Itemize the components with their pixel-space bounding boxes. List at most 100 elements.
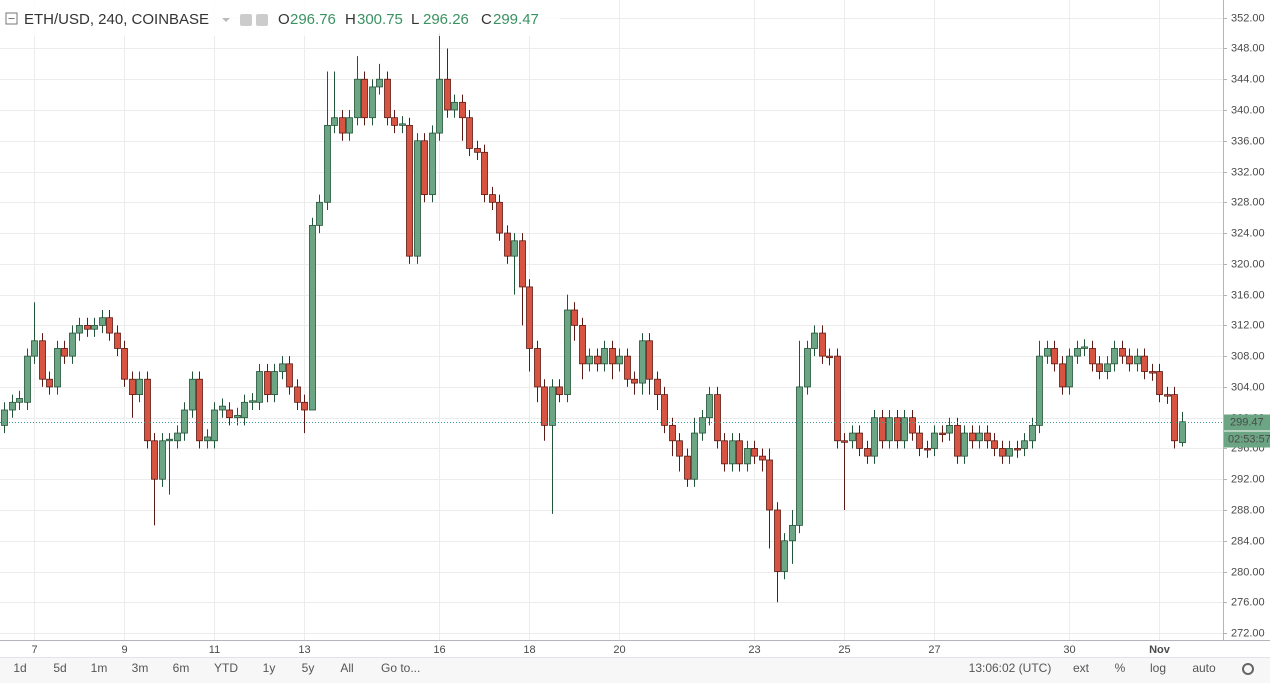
candle-body	[211, 409, 218, 442]
candle-body	[721, 440, 728, 465]
settings-icon[interactable]	[256, 14, 268, 26]
y-tick-label: 348.00	[1231, 42, 1265, 54]
y-tick-label: 304.00	[1231, 381, 1265, 393]
last-price-box	[1224, 414, 1270, 431]
candle-body	[106, 317, 113, 334]
candle-body	[601, 348, 608, 365]
x-tick-label: 23	[748, 644, 760, 656]
candle-body	[676, 440, 683, 457]
legend-label: O	[278, 11, 290, 28]
y-tick-label: 332.00	[1231, 166, 1265, 178]
candle-body	[961, 432, 968, 457]
candle-body	[204, 436, 211, 442]
candle-body	[669, 424, 676, 442]
candle-body	[886, 417, 893, 442]
range-button[interactable]: 5y	[302, 661, 315, 675]
y-tick-label: 312.00	[1231, 319, 1265, 331]
candle-body	[451, 101, 458, 111]
candle-body	[916, 432, 923, 449]
candle-body	[766, 459, 773, 511]
ohlc-legend: O 296.76 H 300.75 L 296.26 C 299.47	[278, 11, 539, 28]
candle-body	[556, 386, 563, 396]
collapse-icon[interactable]	[5, 12, 18, 25]
range-button[interactable]: 1d	[13, 661, 26, 675]
grid	[0, 0, 1223, 640]
dropdown-icon[interactable]	[222, 18, 230, 22]
range-button[interactable]: 5d	[53, 661, 66, 675]
candle-body	[9, 401, 16, 411]
gear-icon[interactable]	[1242, 663, 1254, 675]
candle-body	[264, 371, 271, 396]
candle-body	[1036, 355, 1043, 426]
countdown-label: 02:53:57	[1228, 433, 1270, 445]
candle-body	[811, 332, 818, 349]
candle-body	[856, 432, 863, 449]
candle-body	[991, 440, 998, 449]
range-button[interactable]: 1y	[263, 661, 276, 675]
x-tick-label: 20	[613, 644, 625, 656]
goto-button[interactable]: Go to...	[381, 661, 420, 675]
candle-body	[1066, 355, 1073, 388]
range-button[interactable]: YTD	[214, 661, 238, 675]
y-tick-label: 292.00	[1231, 473, 1265, 485]
candle-body	[24, 355, 31, 403]
candle-body	[834, 355, 841, 442]
candle-body	[691, 432, 698, 480]
candle-body	[1149, 371, 1156, 374]
candle-body	[744, 448, 751, 465]
candle-body	[586, 355, 593, 365]
candle-body	[286, 363, 293, 388]
range-button[interactable]: 1m	[91, 661, 108, 675]
candle-body	[54, 348, 61, 388]
candle-body	[459, 101, 466, 119]
legend-value: 300.75	[357, 11, 403, 28]
candle-body	[1, 409, 8, 426]
y-tick-label: 316.00	[1231, 289, 1265, 301]
candle-body	[1111, 348, 1118, 365]
candle-body	[421, 140, 428, 196]
range-button[interactable]: 6m	[173, 661, 190, 675]
candle-body	[166, 438, 173, 442]
toolbar: 1d 5d 1m 3m 6m YTD 1y 5y All Go to... 13:06:02 (UT…	[13, 661, 1216, 675]
candle-body	[31, 340, 38, 357]
range-button[interactable]: All	[340, 661, 353, 675]
eye-icon[interactable]	[240, 14, 252, 26]
candle-body	[151, 440, 158, 480]
candle-body	[226, 409, 233, 419]
candle-body	[534, 348, 541, 388]
candle-body	[1141, 355, 1148, 372]
x-tick-label: Nov	[1149, 644, 1171, 656]
candle-body	[939, 432, 946, 436]
candle-body	[361, 78, 368, 119]
option-button[interactable]: %	[1115, 661, 1126, 675]
y-tick-label: 276.00	[1231, 596, 1265, 608]
candle-body	[511, 240, 518, 257]
candle-body	[249, 400, 256, 403]
candle-body	[826, 355, 833, 359]
candles	[1, 33, 1186, 603]
candle-body	[609, 348, 616, 365]
candle-body	[1126, 355, 1133, 365]
candle-body	[241, 401, 248, 419]
candle-body	[496, 201, 503, 234]
candle-body	[399, 123, 406, 126]
candle-body	[444, 78, 451, 111]
candle-body	[579, 324, 586, 365]
candle-body	[901, 417, 908, 442]
candle-body	[1119, 348, 1126, 357]
candle-body	[114, 332, 121, 349]
candle-body	[639, 340, 646, 384]
y-tick-label: 280.00	[1231, 566, 1265, 578]
candle-body	[1134, 355, 1141, 365]
candle-body	[144, 378, 151, 442]
option-button[interactable]: log	[1150, 661, 1166, 675]
option-button[interactable]: ext	[1073, 661, 1090, 675]
candle-body	[1171, 394, 1178, 442]
candle-body	[16, 398, 23, 403]
range-button[interactable]: 3m	[132, 661, 149, 675]
candle-body	[256, 371, 263, 403]
option-button[interactable]: auto	[1192, 661, 1216, 675]
last-price-label: 299.47	[1230, 416, 1264, 428]
candle-body	[429, 132, 436, 196]
candle-body	[594, 355, 601, 365]
